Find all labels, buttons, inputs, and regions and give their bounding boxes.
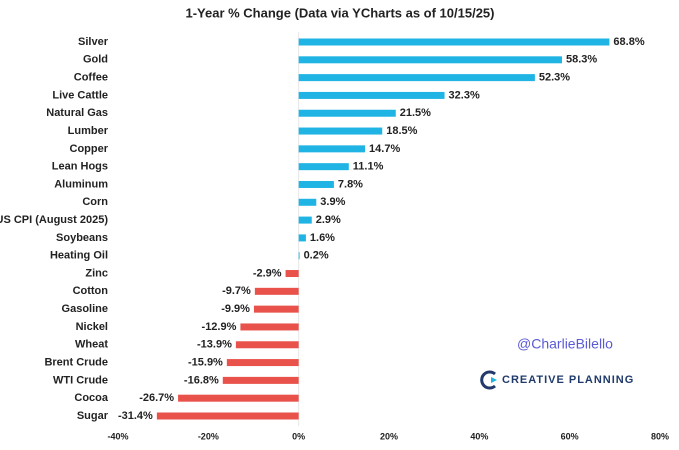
- bar: [178, 394, 299, 402]
- y-tick-label: Coffee: [74, 72, 108, 84]
- x-tick-label: -40%: [107, 431, 128, 441]
- y-tick-label: Heating Oil: [50, 250, 108, 262]
- y-tick-label: Wheat: [75, 339, 108, 351]
- bar: [240, 323, 299, 331]
- bar: [298, 180, 334, 188]
- logo-icon: [480, 370, 497, 390]
- y-tick-label: Natural Gas: [46, 107, 108, 119]
- y-tick-label: Live Cattle: [52, 89, 108, 101]
- x-tick-label: 60%: [561, 431, 579, 441]
- value-label: -9.9%: [221, 303, 250, 315]
- y-tick-label: Brent Crude: [44, 356, 108, 368]
- bar: [298, 198, 317, 206]
- bar: [285, 270, 299, 278]
- x-tick-label: 40%: [470, 431, 488, 441]
- x-tick-label: 20%: [380, 431, 398, 441]
- y-tick-label: Soybeans: [56, 232, 108, 244]
- bar: [298, 252, 300, 260]
- value-label: 2.9%: [316, 214, 341, 226]
- y-tick-label: Copper: [70, 143, 109, 155]
- value-label: 68.8%: [613, 36, 644, 48]
- bar: [254, 287, 299, 295]
- logo-text: CREATIVE PLANNING: [502, 374, 634, 386]
- bar: [298, 74, 535, 82]
- y-tick-label: Cocoa: [74, 392, 109, 404]
- y-tick-label: WTI Crude: [53, 374, 108, 386]
- value-label: -31.4%: [118, 410, 153, 422]
- bar: [298, 109, 396, 117]
- bar: [298, 38, 610, 46]
- value-label: -2.9%: [253, 267, 282, 279]
- x-tick-label: 0%: [292, 431, 305, 441]
- bar: [298, 145, 366, 153]
- y-tick-label: Nickel: [76, 321, 108, 333]
- value-label: 0.2%: [304, 250, 329, 262]
- y-tick-label: Sugar: [77, 410, 109, 422]
- y-tick-label: Zinc: [85, 267, 108, 279]
- bar: [298, 56, 562, 64]
- bar: [298, 216, 312, 224]
- value-label: -15.9%: [188, 356, 223, 368]
- value-label: -26.7%: [139, 392, 174, 404]
- value-label: 21.5%: [400, 107, 431, 119]
- value-label: 58.3%: [566, 54, 597, 66]
- value-label: -16.8%: [184, 374, 219, 386]
- value-label: 52.3%: [539, 72, 570, 84]
- bar: [298, 234, 306, 242]
- value-label: 14.7%: [369, 143, 400, 155]
- value-label: 32.3%: [449, 89, 480, 101]
- value-label: 7.8%: [338, 178, 363, 190]
- bar: [253, 305, 299, 313]
- x-tick-label: 80%: [651, 431, 669, 441]
- y-tick-label: Aluminum: [54, 178, 108, 190]
- y-tick-label: Gasoline: [62, 303, 108, 315]
- bar: [226, 359, 299, 367]
- handle: @CharlieBilello: [517, 336, 613, 352]
- value-label: 18.5%: [386, 125, 417, 137]
- y-tick-label: Corn: [82, 196, 108, 208]
- bar: [235, 341, 299, 349]
- y-tick-label: Silver: [78, 36, 109, 48]
- bar: [156, 412, 299, 420]
- value-label: 1.6%: [310, 232, 335, 244]
- y-tick-label: US CPI (August 2025): [0, 214, 108, 226]
- bar: [298, 127, 383, 135]
- value-label: 11.1%: [353, 161, 384, 173]
- value-label: -13.9%: [197, 339, 232, 351]
- x-tick-label: -20%: [198, 431, 219, 441]
- y-tick-label: Lumber: [68, 125, 109, 137]
- y-tick-label: Gold: [83, 54, 108, 66]
- value-label: 3.9%: [320, 196, 345, 208]
- bar: [298, 91, 445, 99]
- value-label: -9.7%: [222, 285, 251, 297]
- y-tick-label: Lean Hogs: [52, 161, 108, 173]
- chart-title: 1-Year % Change (Data via YCharts as of …: [185, 5, 494, 20]
- y-tick-label: Cotton: [73, 285, 109, 297]
- value-label: -12.9%: [202, 321, 237, 333]
- bar: [222, 376, 299, 384]
- bar: [298, 163, 349, 171]
